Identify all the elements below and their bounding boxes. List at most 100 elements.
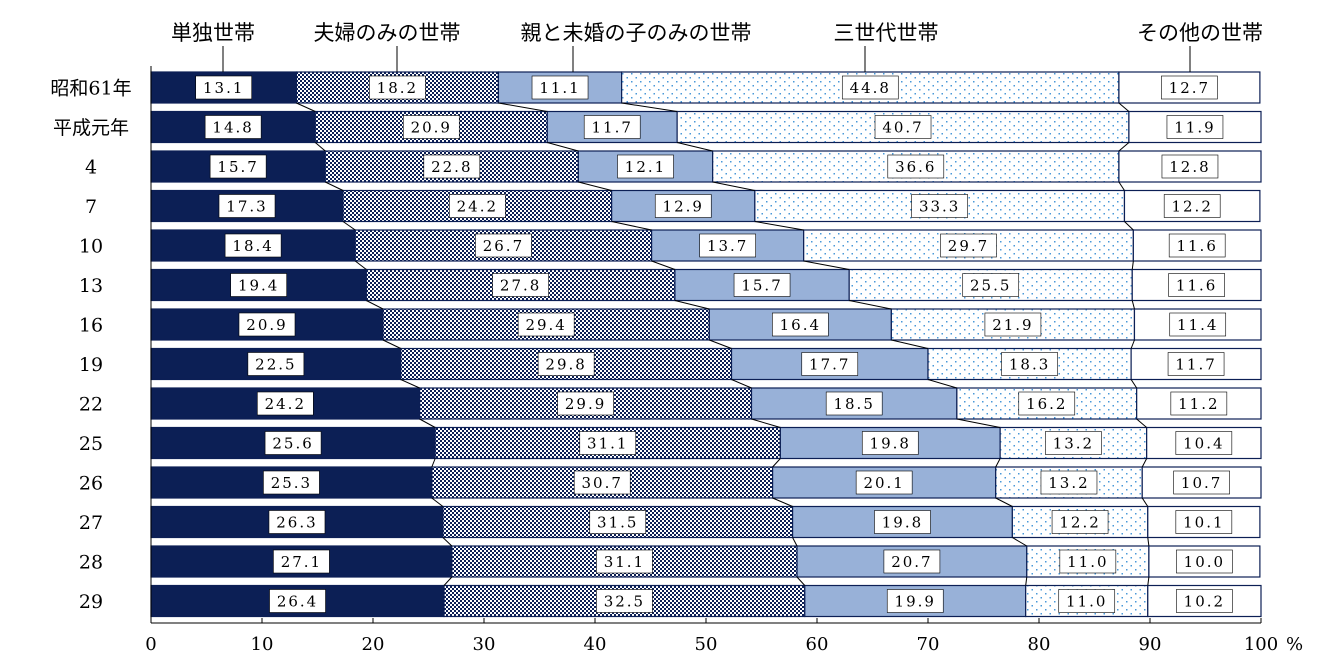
connector-line: [1118, 142, 1130, 152]
connector-line: [754, 221, 804, 231]
category-label: 昭和61年: [50, 78, 131, 100]
connector-line: [547, 142, 579, 152]
value-label-box: [1168, 273, 1225, 297]
value-label: 29.4: [525, 316, 566, 334]
value-label: 29.8: [545, 356, 586, 374]
category-label: 26: [79, 473, 103, 495]
connector-line: [677, 142, 713, 152]
value-label: 21.9: [992, 316, 1033, 334]
value-label: 11.7: [592, 119, 633, 137]
value-label-box: [1018, 391, 1076, 416]
connector-line: [1131, 260, 1134, 270]
connector-line: [1124, 221, 1134, 231]
value-label: 14.8: [212, 119, 253, 137]
value-label-box: [268, 510, 326, 534]
legend-label: 三世代世帯: [834, 21, 939, 45]
value-label-box: [247, 352, 305, 376]
value-label: 12.8: [1169, 158, 1210, 176]
category-label: 28: [79, 552, 103, 574]
value-label-box: [861, 431, 919, 455]
value-label: 30.7: [582, 474, 623, 492]
value-label-box: [911, 194, 968, 218]
value-label-box: [617, 154, 674, 179]
value-label-box: [596, 589, 653, 613]
category-label: 平成元年: [53, 117, 129, 139]
connector-line: [498, 102, 548, 112]
connector-line: [772, 497, 793, 507]
value-label-box: [855, 470, 913, 495]
value-label-box: [369, 75, 426, 100]
connector-line: [674, 300, 710, 310]
value-label: 11.6: [1176, 277, 1217, 295]
value-label: 22.5: [255, 356, 296, 374]
connector-line: [431, 497, 444, 507]
value-label-box: [264, 431, 322, 455]
value-label: 22.8: [431, 158, 472, 176]
value-label-box: [589, 510, 647, 534]
connector-line: [1118, 181, 1125, 191]
x-tick-label: 10: [251, 634, 274, 655]
connector-line: [995, 458, 1001, 468]
value-label: 19.8: [870, 435, 911, 453]
value-label: 11.0: [1066, 593, 1107, 611]
value-label-box: [1163, 194, 1221, 218]
connector-line: [419, 418, 436, 428]
value-label: 25.6: [272, 435, 313, 453]
category-label: 4: [85, 157, 97, 179]
connector-line: [956, 418, 1001, 428]
value-label-box: [1173, 470, 1230, 495]
value-label-box: [825, 391, 883, 416]
category-label: 29: [79, 591, 103, 613]
connector-line: [796, 576, 806, 586]
value-label-box: [1161, 75, 1218, 100]
value-label: 13.7: [707, 237, 748, 255]
connector-line: [325, 181, 344, 191]
value-label: 12.1: [625, 158, 666, 176]
value-label-box: [423, 154, 481, 179]
value-label: 29.7: [948, 237, 989, 255]
value-label-box: [874, 510, 931, 534]
value-label-box: [733, 273, 791, 297]
connector-line: [712, 181, 755, 191]
value-label-box: [230, 273, 287, 297]
value-label-box: [654, 194, 712, 218]
value-label: 13.2: [1053, 435, 1094, 453]
value-label: 19.4: [238, 277, 279, 295]
value-label: 10.0: [1184, 553, 1225, 571]
value-label-box: [531, 75, 589, 100]
value-label-box: [772, 312, 829, 337]
value-label: 15.7: [217, 158, 258, 176]
value-label-box: [273, 549, 330, 574]
value-label-box: [1058, 589, 1116, 613]
value-label-box: [1170, 391, 1228, 416]
value-label: 18.3: [1009, 356, 1050, 374]
value-label: 11.9: [1174, 119, 1215, 137]
connector-line: [578, 181, 612, 191]
legend-label: 夫婦のみの世帯: [314, 21, 461, 45]
value-label-box: [699, 233, 756, 258]
connector-line: [314, 142, 326, 152]
value-label: 27.1: [281, 553, 322, 571]
value-label: 10.4: [1183, 435, 1224, 453]
value-label: 18.2: [377, 79, 418, 97]
connector-line: [366, 300, 384, 310]
value-label-box: [940, 233, 997, 258]
value-label: 26.3: [276, 514, 317, 532]
connector-line: [1118, 102, 1130, 112]
value-label: 25.3: [271, 474, 312, 492]
category-label: 7: [85, 196, 97, 218]
value-label-box: [1161, 154, 1219, 179]
connector-line: [792, 537, 798, 547]
value-label: 24.2: [457, 198, 498, 216]
connector-line: [927, 379, 958, 389]
value-label-box: [886, 589, 944, 613]
x-tick-label: 30: [473, 634, 496, 655]
value-label: 12.2: [1059, 514, 1100, 532]
value-label: 11.6: [1176, 237, 1217, 255]
connector-line: [354, 260, 367, 270]
value-label: 27.8: [500, 277, 541, 295]
x-tick-label: 70: [917, 634, 940, 655]
value-label: 10.1: [1183, 514, 1224, 532]
